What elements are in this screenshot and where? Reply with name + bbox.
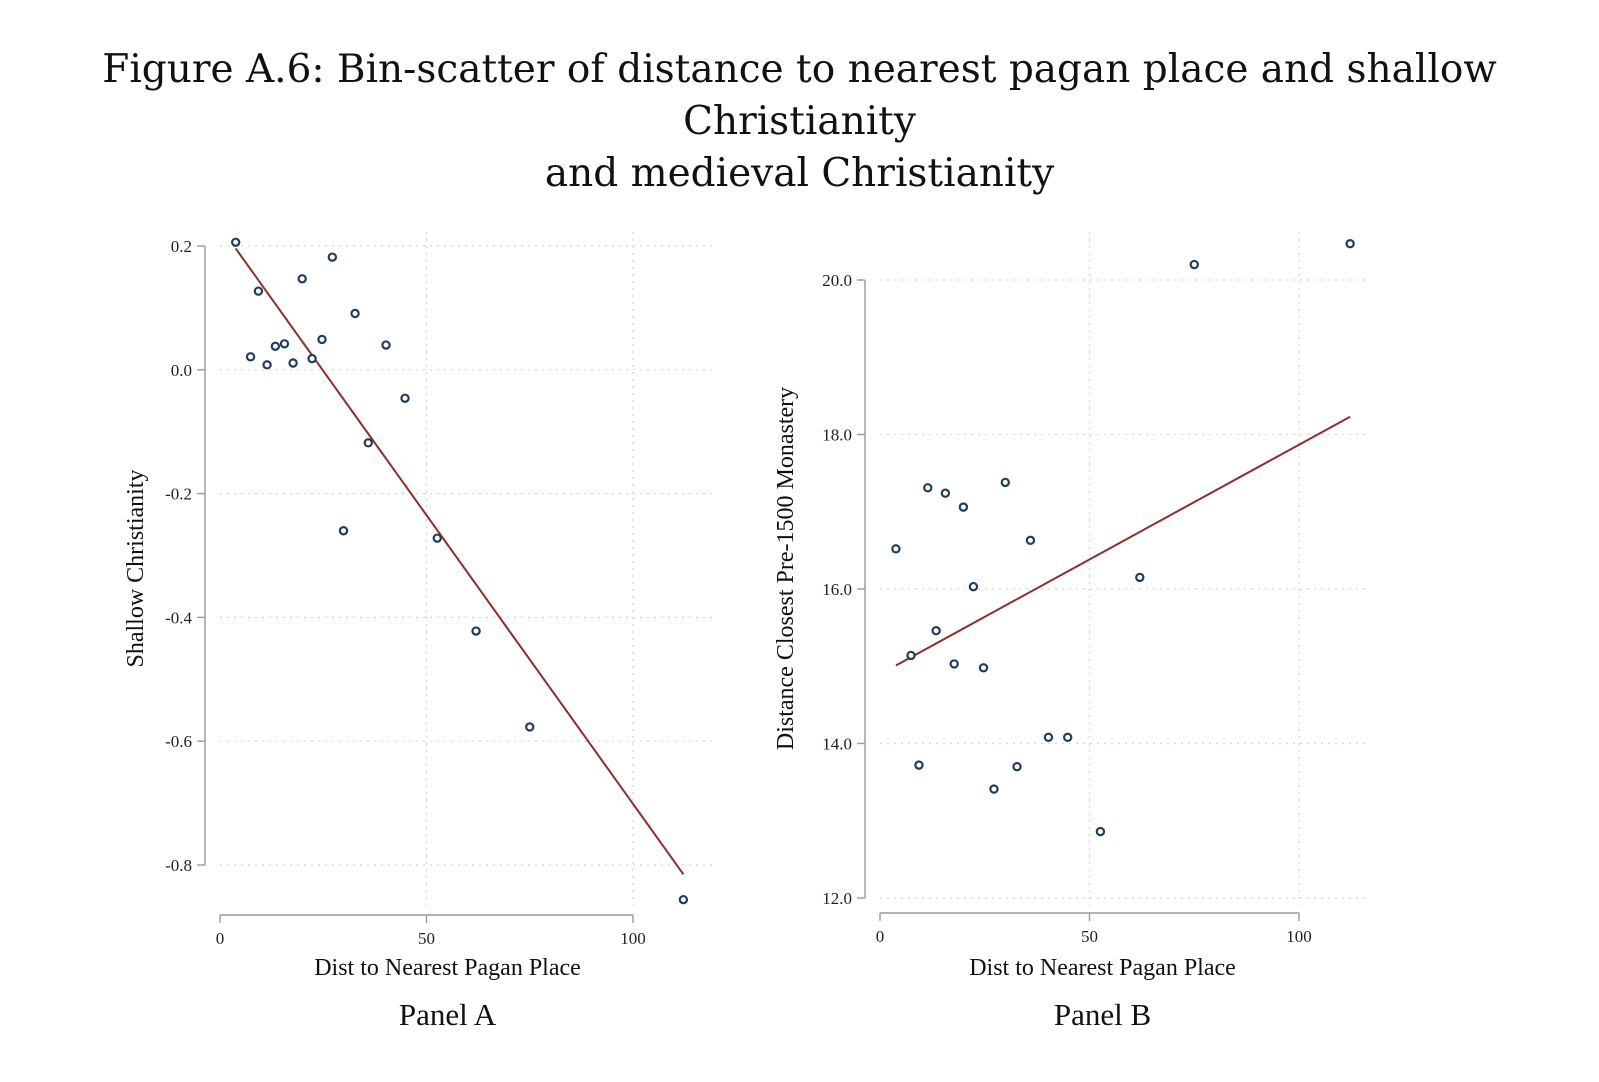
panel-a-data-point [381, 340, 391, 350]
panel-b-data-point [1000, 477, 1010, 488]
panel-a-data-point [270, 341, 281, 351]
panel-a-data-point [350, 308, 360, 319]
panel-b-y-tick-label: 12.0 [822, 889, 852, 908]
panel-b-data-point [940, 488, 951, 498]
panel-b-panel-label: Panel B [1054, 997, 1151, 1032]
panel-a-data-point [317, 334, 327, 345]
figure-title-line-1: Figure A.6: Bin-scatter of distance to n… [102, 47, 1497, 144]
panel-b-data-point [1095, 826, 1106, 837]
panel-a-fit-line [234, 247, 685, 875]
panel-b-data-point [958, 502, 969, 512]
panel-a-data-point [400, 393, 410, 403]
panel-b-data-point [1345, 238, 1355, 249]
panel-a-y-axis-title: Shallow Christianity [123, 470, 149, 668]
panel-a-x-tick-label: 0 [216, 929, 225, 948]
panel-b-y-tick-label: 16.0 [822, 580, 852, 599]
panel-b-y-tick-label: 14.0 [822, 735, 852, 754]
panel-b-x-tick-label: 50 [1081, 927, 1098, 946]
panel-a-data-point [288, 358, 298, 368]
panel-b-data-point [914, 760, 924, 770]
panel-b-data-point [1012, 761, 1022, 772]
panel-b-data-point [1189, 259, 1199, 270]
panel-a-panel-label: Panel A [399, 997, 497, 1032]
figure-title: Figure A.6: Bin-scatter of distance to n… [0, 44, 1599, 200]
panel-b-data-point [923, 483, 933, 493]
panel-a-y-tick-label: 0.0 [171, 361, 192, 380]
panel-a-data-point [678, 894, 689, 905]
figure-title-line-2: and medieval Christianity [544, 151, 1055, 196]
panel-b-data-point [891, 544, 901, 554]
panel-b-y-axis-title: Distance Closest Pre-1500 Monastery [773, 387, 799, 750]
panel-b-data-point [931, 626, 941, 636]
panel-b-data-point [1025, 535, 1036, 546]
panel-a-x-tick-label: 50 [418, 929, 435, 948]
panel-a-data-point [432, 533, 442, 543]
panel-b-x-tick-label: 100 [1286, 927, 1312, 946]
panel-b-data-point [978, 663, 989, 673]
panel-a-data-point [338, 526, 349, 536]
panel-b-data-point [1043, 732, 1054, 743]
panel-a-data-point [297, 274, 307, 284]
panel-b-y-tick-label: 20.0 [822, 271, 852, 290]
panel-a-x-tick-label: 100 [620, 929, 646, 948]
panel-a-y-tick-label: -0.4 [165, 608, 192, 627]
panel-b-fit-line [895, 415, 1351, 667]
panel-a-y-tick-label: -0.2 [165, 485, 192, 504]
panel-b-data-point [1063, 732, 1073, 743]
panel-a-data-point [525, 722, 535, 732]
panel-a-data-point [230, 237, 241, 247]
panel-a-data-point [327, 252, 338, 262]
panel-a-data-point [363, 438, 373, 448]
panel-a-data-point [262, 360, 272, 370]
panel-b-data-point [949, 659, 959, 669]
panel-a-y-tick-label: -0.6 [165, 732, 192, 751]
panel-b-data-point [1135, 572, 1145, 583]
panel-a-data-point [307, 353, 317, 364]
panel-a-x-axis-title: Dist to Nearest Pagan Place [314, 955, 581, 981]
panel-a-data-point [253, 286, 264, 296]
panel-a-data-point [279, 339, 290, 349]
panel-a-y-tick-label: -0.8 [165, 856, 192, 875]
panel-a-data-point [471, 626, 481, 636]
panel-b-x-axis-title: Dist to Nearest Pagan Place [969, 955, 1236, 981]
panel-a-y-tick-label: 0.2 [171, 237, 192, 256]
panel-b-data-point [968, 581, 979, 592]
panel-b-data-point [906, 650, 916, 661]
panel-b-x-tick-label: 0 [876, 927, 885, 946]
panel-a-data-point [245, 352, 256, 362]
panel-b-y-tick-label: 18.0 [822, 426, 852, 445]
panel-a-chart: 0.2 0.0 -0.2 -0.4 -0.6 -0.8 0 50 100 Dist to Near… [123, 232, 715, 1032]
panel-b-data-point [989, 784, 999, 794]
